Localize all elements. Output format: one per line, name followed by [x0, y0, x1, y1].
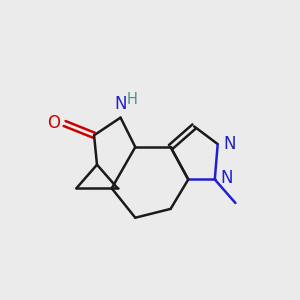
Text: O: O — [47, 115, 60, 133]
Text: N: N — [223, 135, 236, 153]
Text: H: H — [126, 92, 137, 107]
Text: N: N — [220, 169, 232, 187]
Text: N: N — [114, 95, 127, 113]
